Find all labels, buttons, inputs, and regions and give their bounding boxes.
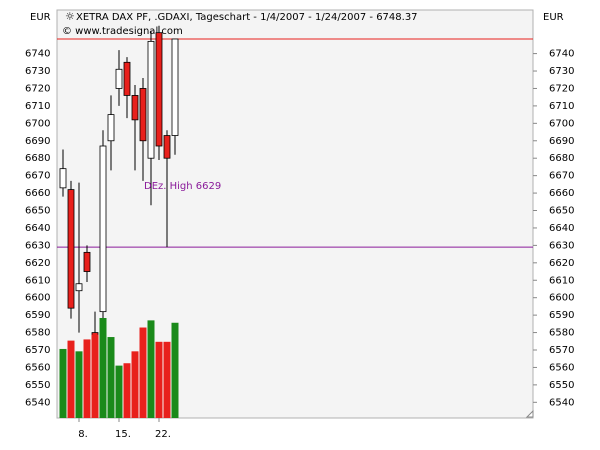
y-tick-label-right: 6710 (549, 101, 574, 112)
y-tick-label: 6710 (25, 101, 50, 112)
y-tick-label: 6720 (25, 83, 50, 94)
y-tick-label-right: 6680 (549, 153, 574, 164)
candle-body (115, 68, 123, 89)
volume-bar (147, 320, 155, 418)
y-tick-label-right: 6540 (549, 397, 574, 408)
candle-body (83, 251, 91, 272)
y-tick-label-right: 6600 (549, 293, 574, 304)
y-tick-label: 6670 (25, 171, 50, 182)
volume-bar (131, 351, 139, 418)
y-tick-label: 6730 (25, 66, 50, 77)
y-tick-label-right: 6570 (549, 345, 574, 356)
y-tick-label: 6630 (25, 240, 50, 251)
y-tick-label-right: 6700 (549, 118, 574, 129)
y-tick-label: 6550 (25, 380, 50, 391)
y-tick-label-right: 6590 (549, 310, 574, 321)
plot-area (56, 9, 534, 419)
candle-body (163, 135, 171, 159)
x-tick-label: 8. (78, 429, 88, 440)
title-icon: ☼ (65, 10, 75, 23)
y-tick-label: 6650 (25, 206, 50, 217)
volume-bar (123, 363, 131, 418)
y-tick-label: 6640 (25, 223, 50, 234)
line-annotation: DEz. High 6629 (144, 181, 221, 192)
y-tick-label: 6660 (25, 188, 50, 199)
y-tick-label: 6690 (25, 136, 50, 147)
y-unit-left: EUR (30, 12, 51, 23)
candle-body (75, 283, 83, 292)
y-tick-label: 6590 (25, 310, 50, 321)
volume-bar (155, 341, 163, 418)
y-tick-label: 6610 (25, 275, 50, 286)
y-tick-label-right: 6730 (549, 66, 574, 77)
y-tick-label-right: 6740 (549, 49, 574, 60)
y-tick-label-right: 6640 (549, 223, 574, 234)
y-tick-label: 6620 (25, 258, 50, 269)
y-tick-label-right: 6560 (549, 362, 574, 373)
y-tick-label-right: 6580 (549, 328, 574, 339)
volume-bar (83, 339, 91, 418)
y-tick-label: 6570 (25, 345, 50, 356)
y-unit-right: EUR (543, 12, 564, 23)
volume-bar (91, 334, 99, 418)
volume-bar (115, 365, 123, 418)
candle-body (107, 114, 115, 142)
candle-body (123, 61, 131, 96)
volume-bar (75, 351, 83, 418)
volume-bar (171, 322, 179, 418)
candle-body (147, 40, 155, 159)
y-tick-label-right: 6660 (549, 188, 574, 199)
y-tick-label-right: 6670 (549, 171, 574, 182)
volume-bar (99, 318, 107, 418)
y-tick-label: 6580 (25, 328, 50, 339)
y-tick-label: 6680 (25, 153, 50, 164)
y-tick-label: 6560 (25, 362, 50, 373)
volume-bar (139, 327, 147, 418)
y-tick-label-right: 6690 (549, 136, 574, 147)
y-tick-label-right: 6610 (549, 275, 574, 286)
chart-subtitle: © www.tradesignal.com (62, 26, 183, 37)
volume-bar (67, 340, 75, 418)
x-tick-label: 15. (115, 429, 131, 440)
y-tick-label-right: 6650 (549, 206, 574, 217)
candle-body (99, 145, 107, 313)
candle-body (131, 95, 139, 121)
candle-body (155, 32, 163, 147)
candle-body (171, 38, 179, 136)
y-tick-label-right: 6620 (549, 258, 574, 269)
y-tick-label: 6700 (25, 118, 50, 129)
y-tick-label-right: 6720 (549, 83, 574, 94)
volume-bar (107, 337, 115, 418)
y-tick-label: 6740 (25, 49, 50, 60)
candle-body (67, 189, 75, 309)
candle-body (59, 168, 67, 189)
x-tick-label: 22. (155, 429, 171, 440)
resize-corner (525, 409, 534, 418)
candle-body (139, 88, 147, 142)
volume-bar (163, 341, 171, 418)
volume-bar (59, 348, 67, 418)
y-tick-label-right: 6550 (549, 380, 574, 391)
y-tick-label: 6540 (25, 397, 50, 408)
y-tick-label-right: 6630 (549, 240, 574, 251)
y-tick-label: 6600 (25, 293, 50, 304)
chart-title: XETRA DAX PF, .GDAXI, Tageschart - 1/4/2… (76, 12, 418, 23)
